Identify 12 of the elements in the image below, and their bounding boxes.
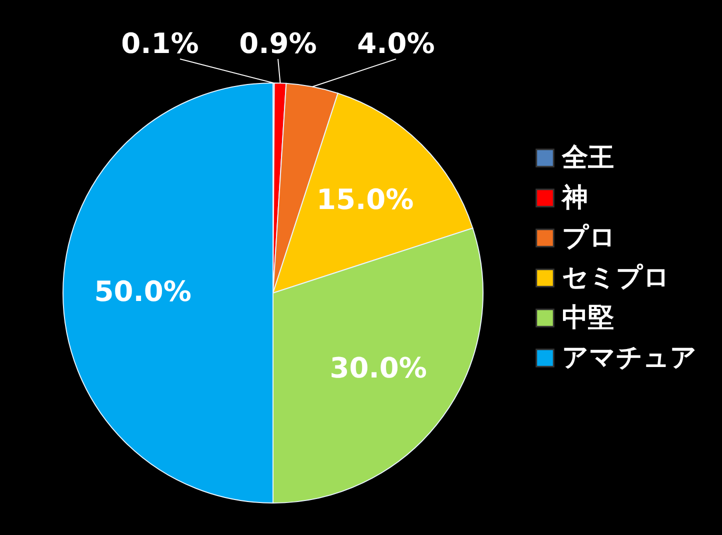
legend-label: 全王 (561, 143, 614, 173)
data-label: 4.0% (357, 27, 435, 60)
data-label: 0.9% (239, 27, 317, 60)
legend-label: 中堅 (562, 303, 614, 333)
data-label: 0.1% (121, 27, 199, 60)
legend-label: セミプロ (562, 263, 670, 293)
data-label: 50.0% (94, 275, 192, 308)
data-label: 30.0% (330, 352, 427, 385)
legend-label: アマチュア (562, 343, 697, 373)
data-label: 15.0% (316, 182, 414, 216)
legend-label: 神 (560, 183, 588, 213)
legend-label: プロ (562, 223, 616, 253)
